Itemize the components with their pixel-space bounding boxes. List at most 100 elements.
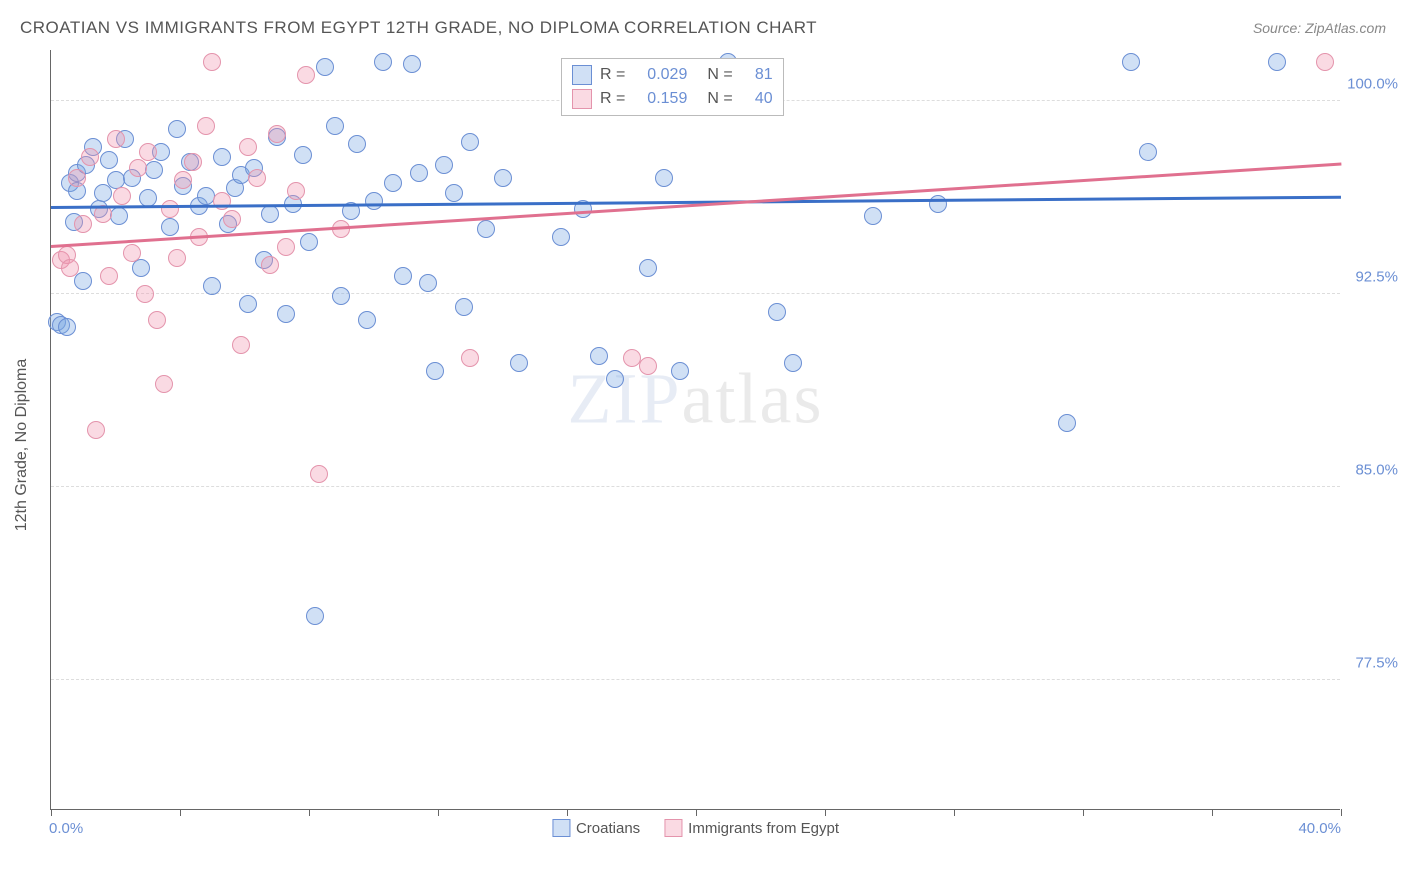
x-tick [180,809,181,816]
croatians-point [277,305,295,323]
croatians-point [306,607,324,625]
gridline [51,486,1340,487]
croatians-point [374,53,392,71]
correlation-legend: R =0.029N =81R =0.159N =40 [561,58,784,116]
croatians-point [203,277,221,295]
plot-area: ZIPatlas 100.0%92.5%85.0%77.5%0.0%40.0%R… [50,50,1340,810]
croatians-point [445,184,463,202]
croatians-point [510,354,528,372]
egypt-point [268,125,286,143]
egypt-point [639,357,657,375]
egypt-point [203,53,221,71]
croatians-point [606,370,624,388]
egypt-point [113,187,131,205]
egypt-point [129,159,147,177]
egypt-point [168,249,186,267]
croatians-point [494,169,512,187]
x-tick [825,809,826,816]
x-tick [1212,809,1213,816]
gridline [51,679,1340,680]
watermark-thin: atlas [682,359,824,439]
egypt-point [223,210,241,228]
x-axis-label: 0.0% [49,820,83,837]
x-axis-label: 40.0% [1298,820,1341,837]
egypt-point [197,117,215,135]
egypt-point [139,143,157,161]
egypt-point [148,311,166,329]
x-tick [309,809,310,816]
egypt-point [100,267,118,285]
egypt-point [87,421,105,439]
croatians-point [1122,53,1140,71]
series-legend-item: Immigrants from Egypt [664,819,839,837]
egypt-point [261,256,279,274]
egypt-point [123,244,141,262]
croatians-point [419,274,437,292]
y-tick-label: 100.0% [1347,75,1398,92]
egypt-point [174,171,192,189]
n-label: N = [707,90,732,108]
croatians-point [590,347,608,365]
r-label: R = [600,90,625,108]
chart-title: CROATIAN VS IMMIGRANTS FROM EGYPT 12TH G… [20,18,817,38]
egypt-point [213,192,231,210]
n-value: 81 [741,66,773,84]
y-axis-label: 12th Grade, No Diploma [13,359,31,532]
croatians-point [110,207,128,225]
egypt-point [161,200,179,218]
croatians-point [145,161,163,179]
croatians-point [477,220,495,238]
egypt-point [277,238,295,256]
croatians-point [1058,414,1076,432]
croatians-point [332,287,350,305]
croatians-trend-line [51,196,1341,209]
x-tick [1341,809,1342,816]
egypt-point [232,336,250,354]
croatians-point [100,151,118,169]
correlation-legend-row: R =0.159N =40 [572,87,773,111]
croatians-point [864,207,882,225]
croatians-point [316,58,334,76]
watermark-bold: ZIP [568,359,682,439]
chart-container: 12th Grade, No Diploma ZIPatlas 100.0%92… [50,50,1386,840]
croatians-point [239,295,257,313]
y-tick-label: 85.0% [1355,461,1398,478]
y-tick-label: 77.5% [1355,655,1398,672]
series-name: Croatians [576,820,640,837]
x-tick [567,809,568,816]
source-label: Source: ZipAtlas.com [1253,20,1386,36]
croatians-point [455,298,473,316]
croatians-point [348,135,366,153]
croatians-point [552,228,570,246]
croatians-point [929,195,947,213]
x-tick [438,809,439,816]
croatians-point [410,164,428,182]
croatians-point [326,117,344,135]
croatians-point [784,354,802,372]
croatians-point [213,148,231,166]
x-tick [51,809,52,816]
egypt-point [287,182,305,200]
croatians-point [768,303,786,321]
x-tick [954,809,955,816]
croatians-point [671,362,689,380]
croatians-point [132,259,150,277]
egypt-point [61,259,79,277]
croatians-point [384,174,402,192]
watermark: ZIPatlas [568,358,824,441]
egypt-point [107,130,125,148]
croatians-point [300,233,318,251]
legend-swatch [572,65,592,85]
series-name: Immigrants from Egypt [688,820,839,837]
croatians-point [1139,143,1157,161]
croatians-point [365,192,383,210]
n-label: N = [707,66,732,84]
croatians-point [426,362,444,380]
croatians-point [58,318,76,336]
croatians-point [639,259,657,277]
egypt-point [81,148,99,166]
egypt-point [248,169,266,187]
egypt-point [136,285,154,303]
croatians-point [261,205,279,223]
egypt-point [74,215,92,233]
